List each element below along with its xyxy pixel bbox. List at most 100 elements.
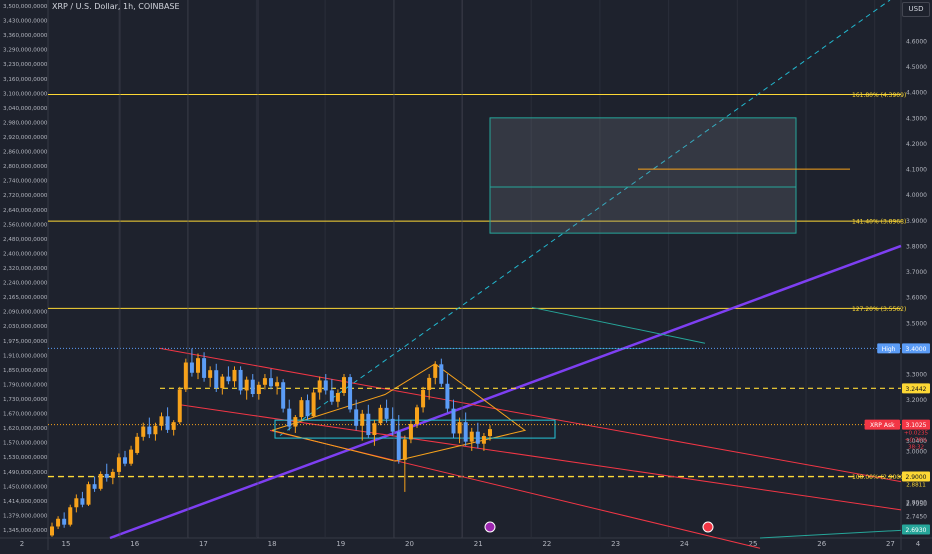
candle-body (433, 364, 438, 378)
currency-button[interactable]: USD (902, 2, 930, 17)
candle-body (469, 431, 474, 442)
price-tag-badge: XRP Ask (870, 422, 895, 429)
candle-body (311, 392, 316, 417)
candle-body (262, 378, 267, 385)
right-axis-tick: 3.0000 (906, 448, 927, 455)
left-axis-tick: 1,570,000,0000 (3, 441, 48, 447)
candle-body (202, 358, 207, 378)
right-axis-tick: 3.9000 (906, 218, 927, 225)
candle-body (110, 471, 115, 478)
drawings-layer[interactable] (48, 0, 902, 549)
time-axis[interactable]: 2 15 16 17 18 19 20 21 22 23 24 25 26 27 4 (20, 540, 921, 548)
candle-body (481, 436, 486, 444)
candle-body (335, 392, 340, 402)
candle-body (390, 418, 395, 432)
candle-body (408, 423, 413, 440)
candle-body (159, 416, 164, 426)
left-axis-tick: 2,920,000,0000 (3, 135, 48, 141)
time-tick: 16 (130, 540, 139, 548)
left-axis-tick: 1,379,000,0000 (3, 513, 48, 519)
right-axis-tick: 2.7450 (906, 514, 927, 521)
candle-body (384, 407, 389, 419)
left-axis-tick: 2,640,000,0000 (3, 208, 48, 214)
candle-body (183, 362, 188, 390)
left-axis-tick: 2,320,000,0000 (3, 266, 48, 272)
time-tick: 20 (405, 540, 414, 548)
left-axis-tick: 1,850,000,0000 (3, 368, 48, 374)
candle-body (177, 389, 182, 423)
candle-body (123, 457, 127, 464)
price-tag-bg (902, 383, 930, 394)
right-axis-tick: 3.2000 (906, 397, 927, 404)
price-labels-layer: 161.80% (4.3909) 141.40% (3.8968) 127.20% … (852, 92, 930, 535)
candle-body (208, 370, 213, 378)
right-axis-tick: 4.0000 (906, 192, 927, 199)
candle-body (281, 382, 286, 409)
left-price-axis[interactable]: 3,500,000,0000 3,430,000,0000 3,360,000,00… (3, 4, 48, 534)
price-tag-bg (902, 419, 930, 430)
candle-body (275, 382, 280, 387)
right-axis-tick: 4.3000 (906, 115, 927, 122)
candle-body (451, 408, 456, 434)
right-axis-tick: 2.7950 (906, 501, 927, 508)
price-tag-badge: High (882, 346, 896, 353)
candle-body (421, 389, 426, 408)
left-axis-tick: 2,980,000,0000 (3, 120, 48, 126)
candle-body (402, 439, 407, 460)
price-tag-label: 2.6930 (906, 527, 927, 534)
time-tick: 19 (336, 540, 345, 548)
candle-body (98, 473, 103, 489)
candle-body (396, 431, 401, 460)
left-axis-tick: 2,090,000,0000 (3, 310, 48, 316)
candle-body (415, 407, 419, 424)
left-axis-tick: 1,450,000,0000 (3, 484, 48, 490)
left-axis-tick: 3,100,000,0000 (3, 91, 48, 97)
time-tick: 25 (749, 540, 758, 548)
candle-body (56, 518, 61, 527)
candle-body (244, 379, 249, 391)
orange-diamond-pattern (271, 363, 527, 462)
purple-trendline (109, 244, 902, 540)
fib-level-label: 141.40% (3.8968) (852, 219, 906, 226)
time-tick: 21 (474, 540, 483, 548)
price-tag-sub: +0.76% (905, 438, 927, 444)
price-tag-label: 2.9000 (906, 474, 927, 481)
left-axis-tick: 2,860,000,0000 (3, 150, 48, 156)
flag-event-icon (702, 521, 714, 533)
candle-body (439, 364, 444, 384)
left-axis-tick: 2,165,000,0000 (3, 295, 48, 301)
time-tick: 17 (199, 540, 208, 548)
right-axis-tick: 4.4000 (906, 90, 927, 97)
right-axis-tick: 4.1000 (906, 167, 927, 174)
time-tick: 15 (62, 540, 71, 548)
candle-body (250, 379, 255, 395)
right-axis-tick: 3.0400 (906, 438, 927, 445)
left-axis-tick: 1,530,000,0000 (3, 455, 48, 461)
symbol-title[interactable]: XRP / U.S. Dollar, 1h, COINBASE (52, 2, 180, 11)
left-axis-tick: 1,730,000,0000 (3, 397, 48, 403)
left-axis-tick: 3,430,000,0000 (3, 19, 48, 25)
candle-body (214, 370, 219, 389)
left-axis-tick: 1,620,000,0000 (3, 426, 48, 432)
left-axis-tick: 1,490,000,0000 (3, 470, 48, 476)
time-tick: 27 (886, 540, 895, 548)
candle-body (427, 377, 432, 390)
candle-body (68, 507, 73, 525)
candle-body (74, 498, 79, 508)
fib-level-label: 127.20% (3.5562) (852, 306, 906, 313)
candle-body (232, 369, 237, 382)
candle-body (226, 376, 231, 382)
left-axis-tick: 1,670,000,0000 (3, 412, 48, 418)
candle-body (86, 484, 91, 505)
candle-body (323, 380, 328, 391)
red-channel-top (159, 347, 902, 483)
price-tag-bg (902, 471, 930, 482)
candle-body (366, 413, 371, 436)
candle-body (80, 498, 85, 505)
left-axis-tick: 3,360,000,0000 (3, 33, 48, 39)
candle-body (360, 413, 365, 426)
